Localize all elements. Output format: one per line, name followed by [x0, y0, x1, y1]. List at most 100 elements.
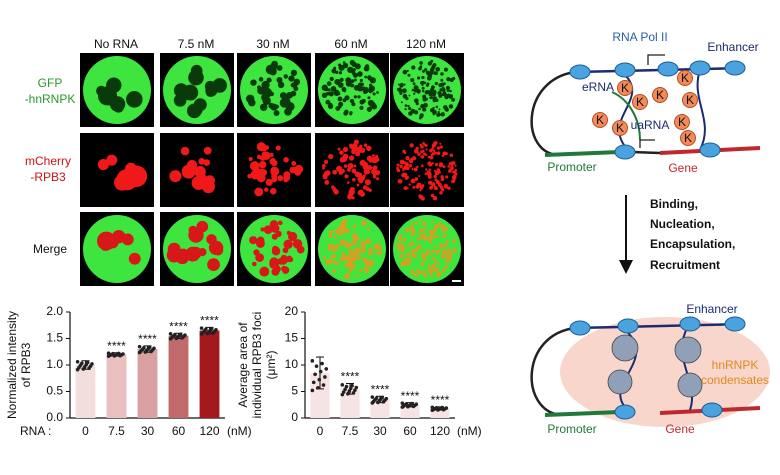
foci	[434, 170, 440, 176]
foci	[328, 233, 333, 238]
x-tick-label: 7.5	[342, 424, 359, 438]
foci	[339, 77, 344, 83]
foci	[441, 92, 445, 97]
foci	[408, 158, 414, 164]
foci	[433, 235, 437, 238]
foci	[423, 273, 428, 278]
foci	[377, 245, 383, 250]
bar	[137, 349, 158, 418]
foci	[366, 106, 372, 112]
foci	[357, 82, 364, 88]
foci	[253, 249, 260, 256]
foci	[363, 90, 367, 94]
point-decoration	[351, 391, 356, 395]
foci	[344, 109, 349, 115]
foci	[431, 263, 436, 268]
foci	[344, 262, 348, 267]
x-tick-label: 7.5	[108, 424, 125, 438]
foci	[121, 233, 134, 246]
label: condensates	[701, 373, 769, 387]
foci	[266, 77, 272, 83]
foci	[440, 252, 444, 256]
foci	[423, 270, 427, 274]
foci	[347, 66, 354, 73]
foci	[355, 151, 361, 157]
foci	[341, 252, 346, 256]
foci	[447, 256, 452, 260]
significance: ****	[371, 382, 390, 396]
point-decoration	[354, 385, 359, 390]
point-decoration	[320, 361, 324, 366]
x-tick-label: 60	[403, 424, 417, 438]
foci	[376, 91, 379, 94]
foci	[376, 177, 380, 181]
foci	[252, 166, 260, 174]
foci	[402, 169, 405, 172]
foci	[443, 183, 449, 189]
foci	[329, 76, 334, 82]
point-decoration	[310, 388, 315, 393]
foci	[359, 78, 363, 83]
k-label: K	[684, 131, 692, 145]
k-label: K	[686, 93, 694, 107]
foci	[417, 76, 421, 80]
foci	[412, 156, 417, 161]
foci	[451, 97, 456, 102]
foci	[362, 86, 366, 90]
foci	[419, 143, 423, 147]
y-axis-label: Normalized intensity	[5, 311, 19, 419]
foci	[444, 244, 448, 248]
foci	[338, 64, 345, 71]
foci	[372, 173, 376, 177]
foci	[411, 271, 415, 275]
foci	[401, 245, 406, 250]
x-tick-label: 0	[317, 424, 324, 438]
step: Encapsulation,	[650, 237, 735, 251]
foci	[355, 141, 359, 145]
foci	[429, 155, 434, 160]
foci	[366, 165, 372, 171]
foci	[260, 227, 265, 232]
row-label: mCherry	[25, 154, 71, 168]
foci	[324, 180, 330, 185]
nucleosomes	[569, 316, 746, 420]
foci	[444, 259, 448, 263]
foci	[325, 99, 331, 105]
foci	[432, 62, 437, 68]
point-decoration	[214, 327, 218, 332]
label: eRNA	[582, 80, 614, 94]
k-protein	[680, 130, 696, 146]
label: Enhancer	[707, 40, 758, 54]
foci	[420, 270, 424, 275]
foci	[189, 246, 202, 259]
foci	[435, 105, 439, 109]
foci	[434, 260, 438, 264]
foci	[396, 168, 401, 173]
foci	[440, 255, 445, 259]
foci	[250, 79, 257, 86]
point-decoration	[80, 361, 84, 366]
foci	[247, 173, 252, 179]
foci	[427, 155, 431, 159]
point-decoration	[106, 351, 111, 355]
foci	[423, 143, 426, 147]
foci	[186, 159, 198, 171]
foci	[421, 254, 426, 260]
foci	[443, 82, 446, 85]
foci	[351, 239, 358, 246]
foci	[424, 90, 429, 95]
point-decoration	[321, 383, 326, 387]
foci	[414, 98, 419, 104]
point-decoration	[85, 360, 90, 365]
foci	[203, 146, 212, 155]
foci	[372, 165, 378, 171]
label: RNA Pol II	[612, 30, 667, 44]
foci	[344, 273, 351, 280]
foci	[428, 92, 432, 97]
point-decoration	[183, 333, 187, 337]
foci	[294, 169, 302, 176]
foci	[360, 248, 366, 254]
foci	[442, 165, 446, 169]
enhancer-strand	[574, 322, 746, 330]
